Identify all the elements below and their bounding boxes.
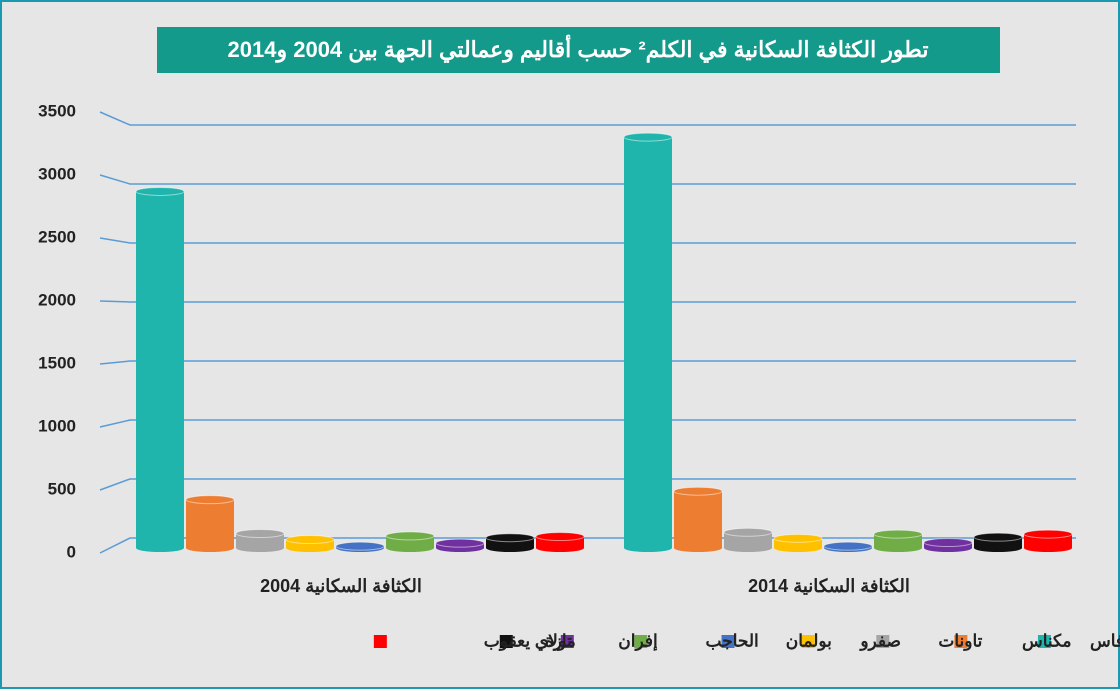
legend-swatch <box>721 635 735 648</box>
bar-base <box>236 544 284 552</box>
bar-base <box>874 544 922 552</box>
bar-base <box>724 544 772 552</box>
legend-label: مولاي يعقوب <box>484 631 576 651</box>
bar-base <box>536 544 584 552</box>
bar-top <box>135 186 185 196</box>
bar <box>774 538 822 548</box>
legend-label: مكناس <box>1022 631 1072 651</box>
bar-top <box>235 528 285 538</box>
bar-top <box>723 527 773 537</box>
grid-line <box>99 419 1076 428</box>
legend-label: تاونات <box>938 631 982 651</box>
bar <box>674 491 722 548</box>
bar <box>136 191 184 548</box>
bar-base <box>674 544 722 552</box>
legend-swatch <box>876 635 890 648</box>
legend-swatch <box>954 635 968 648</box>
legend-swatch <box>560 635 574 648</box>
legend-swatch <box>373 635 387 648</box>
legend-swatch <box>801 635 815 648</box>
bar-base <box>774 544 822 552</box>
grid-line <box>99 111 1076 126</box>
bar-top <box>923 538 973 548</box>
bar-base <box>386 544 434 552</box>
bar-top <box>873 529 923 539</box>
bar <box>974 537 1022 548</box>
legend-label: الحاجب <box>706 631 759 650</box>
y-tick-label: 500 <box>48 479 76 498</box>
legend-label: فاس <box>1090 631 1120 651</box>
y-tick-label: 2000 <box>38 290 76 309</box>
bar-top <box>485 533 535 543</box>
grid-line <box>99 360 1076 365</box>
bar-top <box>673 486 723 496</box>
y-tick-label: 3500 <box>38 101 76 120</box>
bar <box>186 499 234 548</box>
legend-swatch <box>634 635 648 648</box>
grid-line <box>99 478 1076 491</box>
grid-line <box>99 237 1076 244</box>
bar-top <box>385 531 435 541</box>
legend-label: إفران <box>618 631 658 651</box>
bar <box>486 537 534 548</box>
y-tick-label: 1500 <box>38 353 76 372</box>
bar-top <box>973 532 1023 542</box>
grid-line <box>99 174 1076 185</box>
bar <box>624 137 672 549</box>
bar-top <box>1023 529 1073 539</box>
legend-swatch <box>499 635 513 648</box>
bar-base <box>136 544 184 552</box>
y-tick-label: 2500 <box>38 227 76 246</box>
bar-base <box>624 544 672 552</box>
bar <box>536 536 584 548</box>
y-tick-label: 1000 <box>38 416 76 435</box>
bar-top <box>773 533 823 543</box>
x-tick-label: الكثافة السكانية 2004 <box>260 576 422 596</box>
bar-base <box>186 544 234 552</box>
legend-label: تازة <box>545 631 572 651</box>
legend-label: بولمان <box>786 631 832 651</box>
bar-top <box>823 541 873 551</box>
legend-label: صفرو <box>858 631 901 651</box>
legend-swatch <box>1037 635 1051 648</box>
bar-base <box>286 544 334 552</box>
bar-top <box>623 132 673 142</box>
bar-top <box>535 532 585 542</box>
title-box <box>157 27 1000 73</box>
bar-base <box>486 544 534 552</box>
x-tick-label: الكثافة السكانية 2014 <box>748 576 910 596</box>
bar-base <box>974 544 1022 552</box>
bar-top <box>185 495 235 505</box>
chart-title: تطور الكثافة السكانية في الكلم² حسب أقال… <box>228 34 929 63</box>
y-tick-label: 0 <box>67 542 76 561</box>
bar-top <box>285 535 335 545</box>
y-tick-label: 3000 <box>38 164 76 183</box>
bar-top <box>435 538 485 548</box>
grid-line <box>99 300 1076 303</box>
bar-base <box>1024 544 1072 552</box>
bar-top <box>335 541 385 551</box>
